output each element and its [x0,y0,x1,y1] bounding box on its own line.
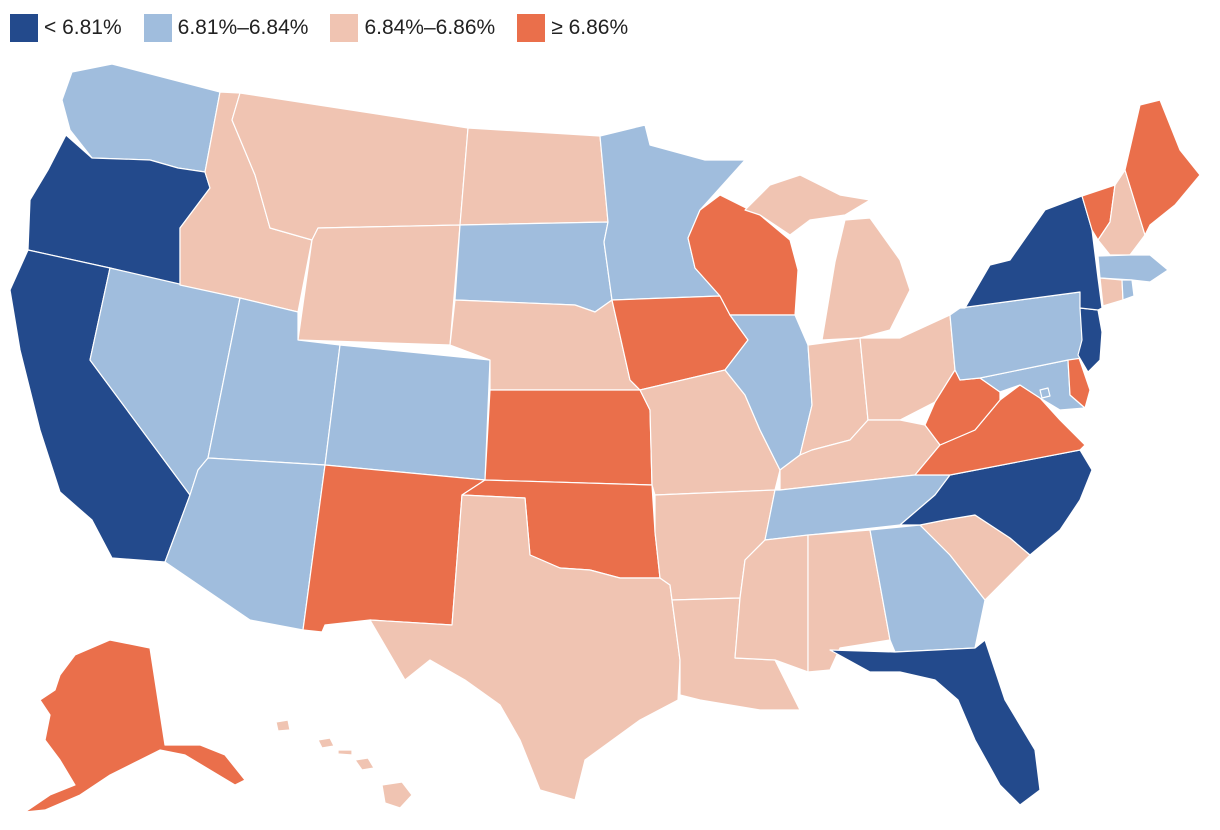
legend-swatch [10,14,38,42]
legend-item-6-86-and-above: ≥ 6.86% [517,14,628,42]
legend-swatch [517,14,546,42]
state-texas[interactable] [369,494,681,801]
legend-swatch [330,14,359,42]
state-dc[interactable] [1039,387,1051,399]
legend-swatch [143,14,172,42]
state-hawaii-kauai[interactable] [275,719,291,732]
state-new-jersey[interactable] [1077,307,1103,373]
state-hawaii-oahu[interactable] [317,737,335,749]
legend-item-6-81-to-6-84: 6.81%–6.84% [143,14,309,42]
state-wyoming[interactable] [297,224,461,346]
map-legend: < 6.81% 6.81%–6.84% 6.84%–6.86% ≥ 6.86% [10,14,650,42]
legend-item-6-84-to-6-86: 6.84%–6.86% [330,14,495,42]
legend-label: < 6.81% [44,16,122,39]
state-north-dakota[interactable] [459,127,609,226]
state-rhode-island[interactable] [1121,279,1135,301]
state-massachusetts[interactable] [1097,254,1169,283]
state-colorado[interactable] [324,344,491,481]
state-south-dakota[interactable] [454,221,613,313]
state-maine[interactable] [1124,99,1201,236]
state-florida[interactable] [829,639,1041,806]
legend-label: 6.84%–6.86% [364,16,496,39]
state-kansas[interactable] [484,389,653,486]
legend-item-below-6-81: < 6.81% [10,14,122,42]
state-michigan-upper-peninsula[interactable] [744,174,871,236]
state-alaska[interactable] [24,639,246,813]
state-michigan[interactable] [821,217,911,341]
state-hawaii-molokai[interactable] [337,749,353,756]
state-hawaii-maui[interactable] [354,757,375,771]
state-hawaii-big-island[interactable] [381,781,413,809]
legend-label: ≥ 6.86% [551,16,629,39]
state-montana[interactable] [231,92,469,241]
legend-label: 6.81%–6.84% [177,16,309,39]
state-new-york[interactable] [959,195,1103,311]
state-connecticut[interactable] [1099,277,1124,307]
